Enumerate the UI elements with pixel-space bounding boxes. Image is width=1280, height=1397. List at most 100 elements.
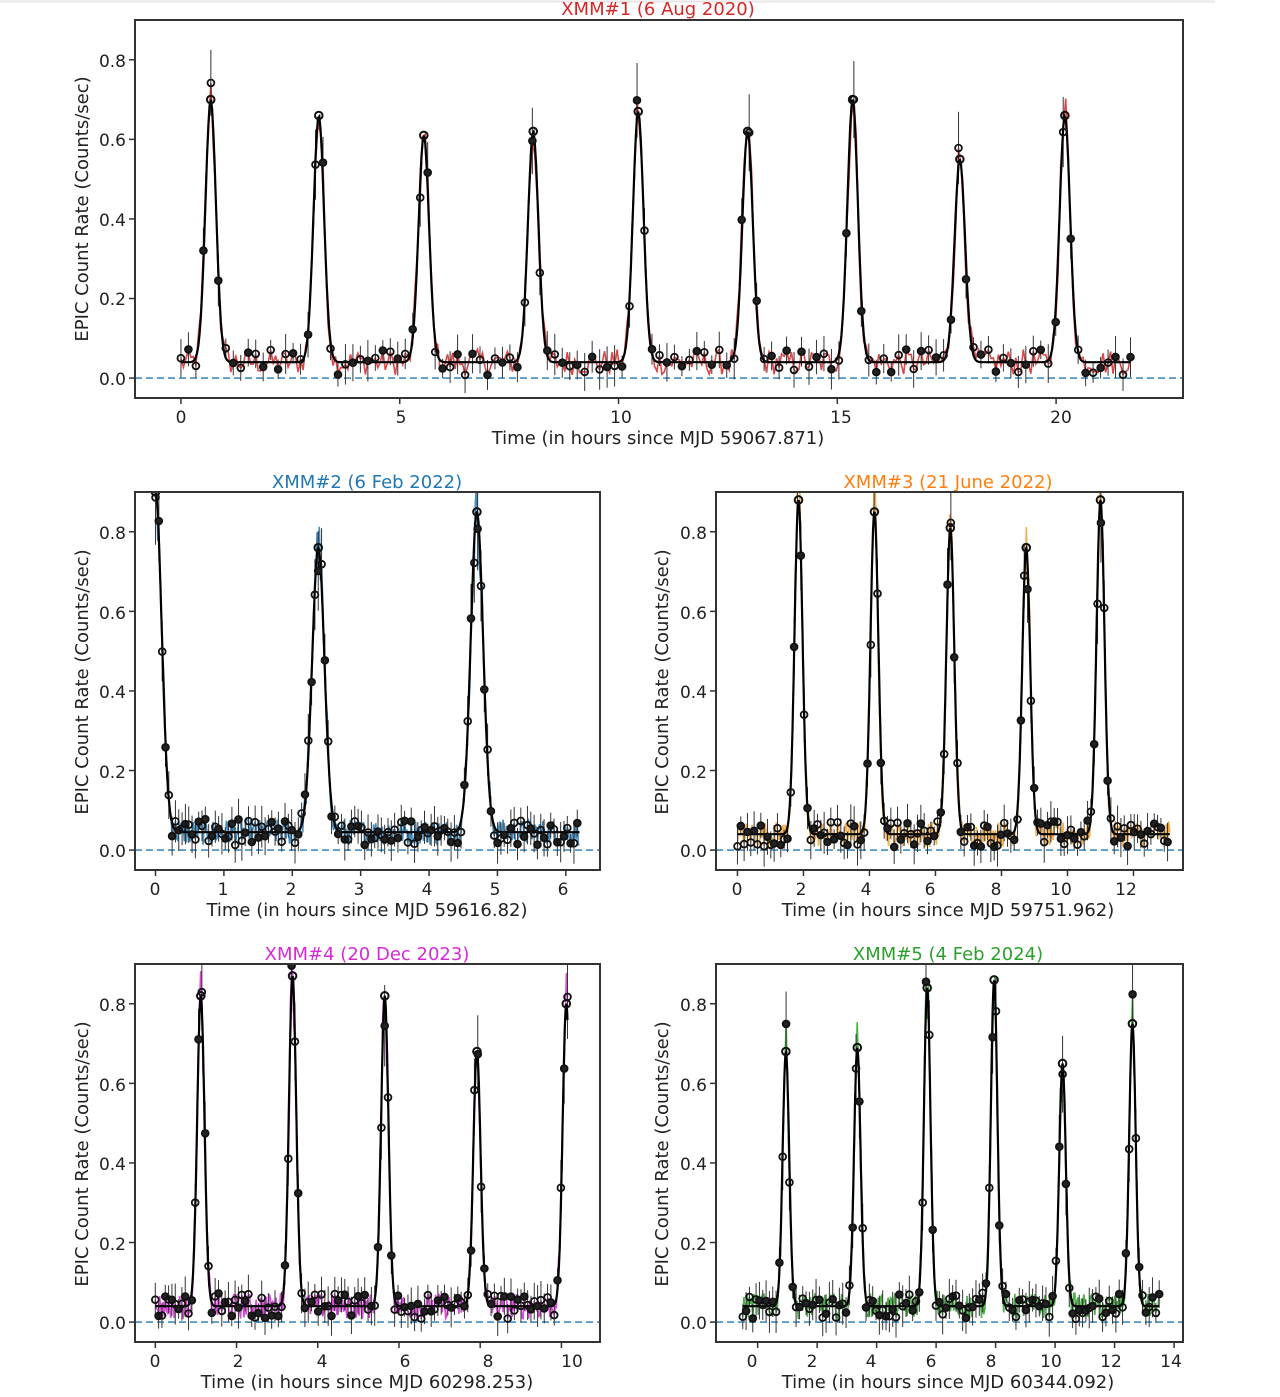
data-point xyxy=(1036,345,1046,355)
y-tick-label: 0.2 xyxy=(99,1235,126,1255)
data-point xyxy=(277,1302,286,1312)
data-point xyxy=(539,1304,549,1313)
data-point xyxy=(460,780,469,790)
data-point xyxy=(903,818,912,828)
data-point xyxy=(901,345,911,354)
data-point xyxy=(277,837,287,846)
axes-frame xyxy=(134,491,601,871)
x-tick-label: 0 xyxy=(176,408,187,428)
data-point xyxy=(549,824,559,834)
model-curve xyxy=(154,492,580,834)
panel-xmm5: XMM#5 (4 Feb 2024) EPIC Count Rate (Coun… xyxy=(652,944,1184,1393)
data-point xyxy=(1073,345,1083,355)
data-point xyxy=(177,1299,187,1309)
data-point xyxy=(516,816,526,826)
data-point xyxy=(774,363,784,373)
data-point xyxy=(556,1183,566,1193)
x-tick-label: 6 xyxy=(926,1352,937,1372)
data-point xyxy=(876,758,886,768)
data-point xyxy=(729,354,739,364)
data-point xyxy=(410,839,419,848)
data-point xyxy=(303,330,313,339)
data-point xyxy=(743,827,752,837)
data-point xyxy=(909,364,918,374)
data-point xyxy=(842,228,851,238)
data-point xyxy=(323,737,333,746)
data-point xyxy=(154,516,164,526)
data-point xyxy=(767,351,776,361)
data-point xyxy=(557,358,567,368)
data-point xyxy=(1073,840,1082,849)
data-point xyxy=(258,362,268,372)
data-point xyxy=(393,354,403,363)
data-point xyxy=(180,1292,190,1301)
data-layer xyxy=(135,964,600,1337)
y-tick-label: 0.0 xyxy=(680,1314,707,1334)
data-point xyxy=(370,1301,380,1310)
data-point xyxy=(775,1258,784,1267)
data-point xyxy=(167,831,177,841)
data-point xyxy=(939,350,948,360)
data-point xyxy=(976,350,986,359)
data-point xyxy=(954,143,963,153)
data-point xyxy=(287,825,297,835)
data-point xyxy=(931,353,941,362)
data-point xyxy=(234,1303,243,1312)
data-point xyxy=(861,1303,871,1312)
data-point xyxy=(859,828,869,837)
data-point xyxy=(707,360,717,370)
data-point xyxy=(833,817,842,827)
x-tick-label: 10 xyxy=(610,408,632,428)
data-point xyxy=(836,831,846,841)
data-point xyxy=(257,1293,267,1303)
data-point xyxy=(595,365,604,374)
data-point xyxy=(662,358,672,367)
data-point xyxy=(1156,823,1166,833)
data-point xyxy=(1039,837,1049,847)
x-tick-label: 3 xyxy=(354,880,365,900)
x-tick-label: 1 xyxy=(218,880,229,900)
data-point xyxy=(1093,599,1102,609)
data-point xyxy=(1121,1249,1131,1258)
data-point xyxy=(526,1305,536,1314)
x-tick-label: 6 xyxy=(558,880,569,900)
data-point xyxy=(440,1292,449,1302)
x-tick-label: 4 xyxy=(866,1352,877,1372)
data-point xyxy=(274,824,283,833)
data-point xyxy=(647,344,657,354)
data-point xyxy=(1103,358,1113,367)
data-point xyxy=(466,1246,476,1255)
data-point xyxy=(928,1225,937,1235)
x-tick-label: 5 xyxy=(396,408,407,428)
data-point xyxy=(896,835,906,844)
x-tick-label: 15 xyxy=(830,408,852,428)
data-point xyxy=(360,1290,370,1300)
data-point xyxy=(771,1307,781,1317)
data-point xyxy=(513,839,522,849)
y-tick-label: 0.8 xyxy=(680,524,707,544)
data-point xyxy=(831,1313,841,1322)
data-point xyxy=(293,1188,303,1198)
data-point xyxy=(918,1198,927,1207)
data-point xyxy=(1059,839,1069,849)
data-point xyxy=(506,1292,516,1301)
y-axis-label: EPIC Count Rate (Counts/sec) xyxy=(72,1021,93,1286)
data-point xyxy=(1058,127,1068,137)
data-point xyxy=(789,365,799,375)
data-point xyxy=(953,758,962,768)
data-point xyxy=(812,352,821,362)
data-point xyxy=(786,787,796,797)
data-point xyxy=(914,1288,924,1297)
data-point xyxy=(466,614,476,623)
data-point xyxy=(886,367,896,377)
axes-frame xyxy=(715,491,1184,871)
y-tick-labels: 0.0 0.2 0.4 0.6 0.8 xyxy=(99,996,126,1334)
data-point xyxy=(1041,1299,1051,1309)
data-point xyxy=(380,1021,390,1031)
data-point xyxy=(692,346,702,356)
y-tick-label: 0.8 xyxy=(99,996,126,1016)
data-point xyxy=(956,827,966,837)
data-point xyxy=(363,356,373,366)
data-point xyxy=(230,840,240,850)
data-point xyxy=(934,1297,944,1307)
